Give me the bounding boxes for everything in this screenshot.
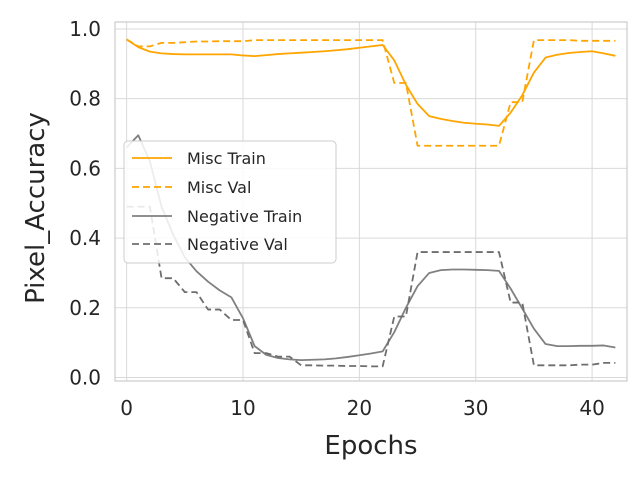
x-tick-label: 10 [230,396,255,420]
series-line-misc-val [126,38,616,147]
legend-label-misc-val: Misc Val [187,178,251,197]
legend-box [123,140,337,264]
y-tick-label: 0.4 [69,226,101,250]
x-axis-label: Epochs [324,431,417,461]
y-tick-label: 1.0 [69,17,101,41]
x-tick-label: 20 [347,396,372,420]
plot-frame [114,21,628,382]
series-line-negative-train [125,134,616,361]
tick-labels: 0 10 20 30 40 0.0 0.2 0.4 0.6 0.8 1.0 [69,17,605,420]
x-tick-label: 30 [463,396,488,420]
y-tick-label: 0.6 [69,156,101,180]
series-line-misc-train [126,38,616,127]
legend-label-negative-train: Negative Train [187,207,302,226]
series-line-negative-val [126,205,616,368]
legend-label-negative-val: Negative Val [187,235,288,254]
y-tick-label: 0.2 [69,296,101,320]
x-tick-label: 0 [120,396,133,420]
legend-label-misc-train: Misc Train [187,149,266,168]
y-axis-label: Pixel_Accuracy [21,112,51,304]
x-tick-label: 40 [579,396,604,420]
series-layer [125,38,616,368]
y-tick-label: 0.0 [69,366,101,390]
legend: Misc Train Misc Val Negative Train Negat… [123,140,337,264]
y-tick-label: 0.8 [69,87,101,111]
